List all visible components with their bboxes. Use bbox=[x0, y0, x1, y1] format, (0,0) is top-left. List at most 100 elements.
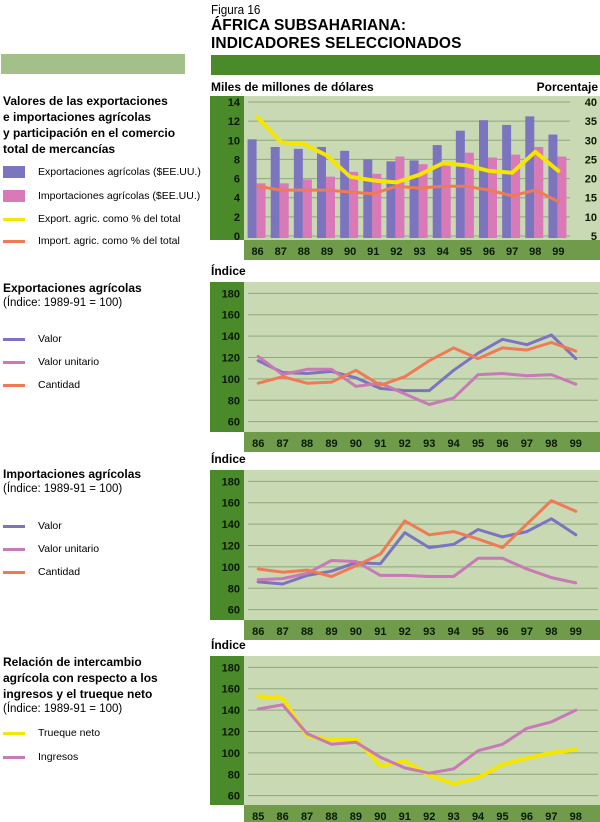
x-tick-label: 86 bbox=[252, 626, 264, 638]
section-3-title-line: Importaciones agrícolas bbox=[3, 467, 142, 481]
section-2-subtitle: (Índice: 1989-91 = 100) bbox=[3, 297, 123, 309]
bar-exports bbox=[525, 116, 535, 238]
x-tick-label: 87 bbox=[277, 438, 289, 450]
legend-swatch-mauve-line bbox=[3, 755, 25, 759]
chart-1-left-axis-label: Miles de millones de dólares bbox=[211, 80, 374, 94]
bar-imports bbox=[557, 156, 567, 238]
x-tick-label: 93 bbox=[448, 811, 460, 822]
x-axis-strip bbox=[244, 432, 600, 452]
y-tick-label: 80 bbox=[228, 395, 240, 407]
bar-imports bbox=[418, 164, 428, 238]
section-1-title-line: e importaciones agrícolas bbox=[3, 110, 152, 124]
legend-item-valor-unitario: Valor unitario bbox=[3, 355, 99, 369]
y-tick-label: 12 bbox=[228, 116, 240, 128]
x-tick-label: 87 bbox=[301, 811, 313, 822]
x-tick-label: 87 bbox=[275, 246, 287, 258]
x-axis-strip bbox=[244, 805, 600, 822]
y-tick-label: 140 bbox=[222, 519, 240, 531]
legend-label: Trueque neto bbox=[38, 727, 101, 739]
legend-swatch-mauve-line bbox=[3, 547, 25, 551]
bar-exports bbox=[409, 160, 419, 238]
figure-title-line2: INDICADORES SELECCIONADOS bbox=[211, 35, 462, 52]
legend-label: Import. agric. como % del total bbox=[38, 235, 180, 247]
x-tick-label: 97 bbox=[521, 438, 533, 450]
left-header-band bbox=[1, 54, 185, 74]
x-tick-label: 95 bbox=[472, 438, 484, 450]
legend-label: Exportaciones agrícolas ($EE.UU.) bbox=[38, 166, 201, 178]
x-tick-label: 91 bbox=[374, 626, 386, 638]
section-3-subtitle: (Índice: 1989-91 = 100) bbox=[3, 483, 123, 495]
bar-imports bbox=[256, 183, 266, 238]
x-tick-label: 92 bbox=[399, 438, 411, 450]
x-tick-label: 96 bbox=[483, 246, 495, 258]
y-tick-label: 80 bbox=[228, 769, 240, 781]
y-tick-label: 120 bbox=[222, 353, 240, 365]
section-3-title: Importaciones agrícolas bbox=[3, 466, 141, 482]
legend-item-exports-value: Exportaciones agrícolas ($EE.UU.) bbox=[3, 165, 201, 179]
x-tick-label: 88 bbox=[301, 438, 313, 450]
y-tick-label: 180 bbox=[222, 288, 240, 300]
y2-tick-label: 20 bbox=[585, 174, 597, 186]
legend-label: Valor unitario bbox=[38, 356, 100, 368]
y-tick-label: 160 bbox=[222, 498, 240, 510]
bar-exports bbox=[432, 145, 442, 238]
section-4-title: Relación de intercambio agrícola con res… bbox=[3, 654, 158, 702]
legend-item-valor-unitario: Valor unitario bbox=[3, 542, 99, 556]
y2-tick-label: 40 bbox=[585, 97, 597, 109]
section-4-title-line: agrícola con respecto a los bbox=[3, 671, 158, 685]
x-tick-label: 98 bbox=[545, 626, 557, 638]
y-tick-label: 120 bbox=[222, 727, 240, 739]
y-tick-label: 100 bbox=[222, 562, 240, 574]
y2-tick-label: 35 bbox=[585, 116, 597, 128]
x-tick-label: 93 bbox=[423, 438, 435, 450]
bar-imports bbox=[488, 157, 497, 238]
bar-imports bbox=[349, 171, 359, 238]
x-tick-label: 90 bbox=[374, 811, 386, 822]
figure-label: Figura 16 bbox=[211, 2, 261, 17]
y-axis-panel bbox=[210, 656, 244, 805]
bar-exports bbox=[293, 148, 303, 238]
bar-imports bbox=[372, 173, 382, 238]
right-header-band bbox=[211, 55, 600, 75]
bar-exports bbox=[386, 161, 396, 238]
legend-swatch-pink bbox=[3, 190, 25, 202]
y-tick-label: 80 bbox=[228, 583, 240, 595]
section-4-subtitle: (Índice: 1989-91 = 100) bbox=[3, 703, 123, 715]
x-tick-label: 89 bbox=[325, 438, 337, 450]
y-axis-panel bbox=[210, 96, 244, 240]
y-tick-label: 2 bbox=[234, 212, 240, 224]
x-tick-label: 94 bbox=[472, 811, 485, 822]
x-tick-label: 87 bbox=[277, 626, 289, 638]
x-tick-label: 89 bbox=[350, 811, 362, 822]
x-tick-label: 97 bbox=[506, 246, 518, 258]
y-tick-label: 4 bbox=[234, 193, 241, 205]
y-axis-panel bbox=[210, 470, 244, 620]
y-tick-label: 14 bbox=[228, 97, 241, 109]
legend-swatch-purple bbox=[3, 166, 25, 178]
legend-item-ingresos: Ingresos bbox=[3, 750, 78, 764]
y-tick-label: 180 bbox=[222, 476, 240, 488]
x-axis-strip bbox=[244, 620, 600, 640]
bar-imports bbox=[326, 176, 335, 238]
x-tick-label: 95 bbox=[496, 811, 508, 822]
x-tick-label: 94 bbox=[448, 626, 461, 638]
y2-tick-label: 5 bbox=[591, 231, 597, 243]
legend-item-imports-value: Importaciones agrícolas ($EE.UU.) bbox=[3, 189, 200, 203]
y-tick-label: 140 bbox=[222, 705, 240, 717]
y-tick-label: 60 bbox=[228, 791, 240, 803]
x-tick-label: 96 bbox=[521, 811, 533, 822]
legend-item-import-share: Import. agric. como % del total bbox=[3, 234, 180, 248]
y-tick-label: 180 bbox=[222, 662, 240, 674]
x-tick-label: 95 bbox=[460, 246, 472, 258]
x-axis-strip bbox=[244, 240, 600, 260]
legend-swatch-yellow-line bbox=[3, 731, 25, 735]
x-tick-label: 90 bbox=[344, 246, 356, 258]
legend-item-valor: Valor bbox=[3, 332, 62, 346]
x-tick-label: 85 bbox=[252, 811, 264, 822]
legend-label: Valor unitario bbox=[38, 543, 100, 555]
y-axis-panel bbox=[210, 282, 244, 432]
x-tick-label: 89 bbox=[325, 626, 337, 638]
